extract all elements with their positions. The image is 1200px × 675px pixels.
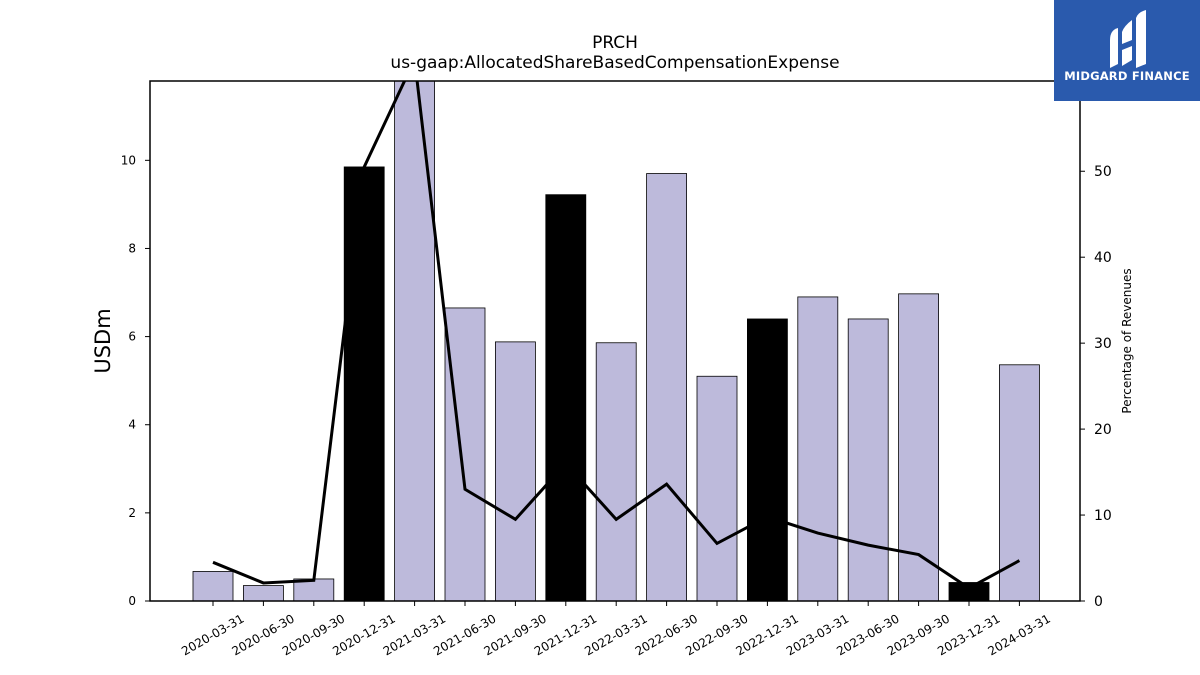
right-tick-label: 40 (1094, 250, 1112, 266)
revenue-percentage-line (212, 81, 1021, 590)
bar-2023-03-31 (797, 296, 839, 601)
bar-2021-06-30 (444, 307, 486, 601)
logo-text: MIDGARD FINANCE (1064, 69, 1190, 83)
bar-2023-06-30 (847, 318, 889, 601)
bar-2022-03-31 (595, 342, 637, 601)
right-tick-label: 50 (1094, 164, 1112, 180)
bar-2020-03-31 (192, 571, 234, 601)
x-axis: 2020-03-312020-06-302020-09-302020-12-31… (179, 601, 1053, 658)
bar-2020-12-31 (343, 166, 385, 601)
left-tick-label: 4 (128, 418, 136, 432)
right-tick-label: 0 (1094, 594, 1103, 610)
y-axis-label-right: Percentage of Revenues (1120, 268, 1134, 413)
left-tick-label: 2 (128, 506, 136, 520)
left-tick-label: 6 (128, 330, 136, 344)
bar-2024-03-31 (999, 364, 1040, 601)
chart-title: PRCH (592, 33, 638, 53)
midgard-finance-logo: MIDGARD FINANCE (1054, 0, 1200, 101)
bar-2022-09-30 (696, 375, 738, 601)
bar-2022-12-31 (747, 318, 788, 601)
left-axis: 0 2 4 6 8 10 (121, 153, 150, 608)
bar-2023-12-31 (948, 582, 990, 601)
line-layer (212, 81, 1021, 590)
right-tick-label: 30 (1094, 336, 1112, 352)
chart-subtitle: us-gaap:AllocatedShareBasedCompensationE… (390, 53, 839, 73)
bar-2020-06-30 (242, 585, 284, 601)
y-axis-label: USDm (91, 308, 115, 373)
right-axis: 0 10 20 30 40 50 (1080, 164, 1112, 610)
plot-frame (149, 80, 1081, 602)
bar-2022-06-30 (646, 173, 687, 601)
logo-mark-icon (1110, 10, 1146, 68)
bar-2021-12-31 (545, 194, 587, 601)
bars-layer (192, 81, 1040, 601)
left-tick-label: 0 (128, 594, 136, 608)
bar-2023-09-30 (898, 293, 939, 601)
right-tick-label: 20 (1094, 422, 1112, 438)
left-tick-label: 10 (121, 153, 136, 167)
left-tick-label: 8 (128, 241, 136, 255)
bar-2021-09-30 (494, 341, 536, 601)
right-tick-label: 10 (1094, 508, 1112, 524)
bar-2021-03-31 (394, 81, 436, 601)
